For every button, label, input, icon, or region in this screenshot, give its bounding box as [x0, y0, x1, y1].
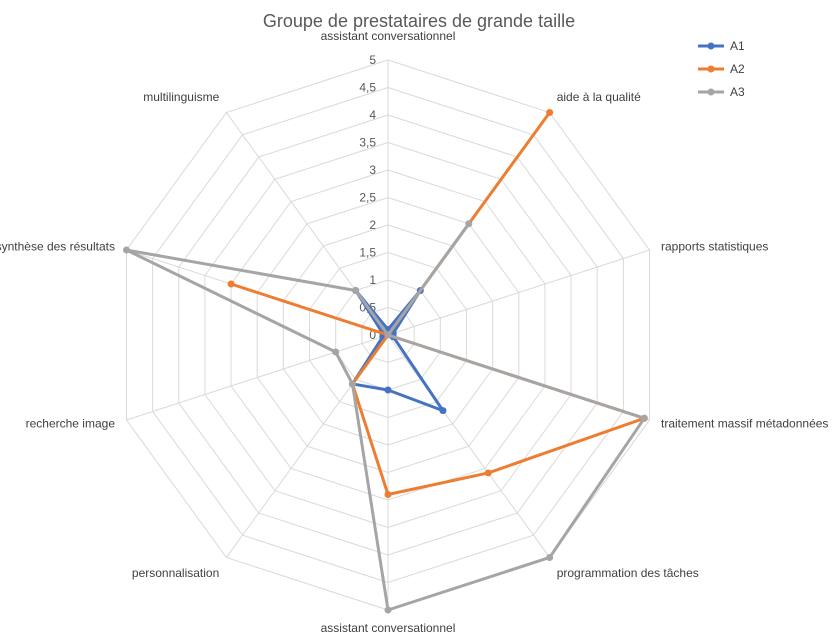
data-point-a3	[332, 348, 340, 356]
tick-label: 3	[369, 163, 376, 177]
axis-labels: assistant conversationnel aide à la quali…	[0, 29, 828, 635]
grid-spoke	[387, 249, 650, 336]
legend-label: A1	[730, 39, 745, 53]
data-point-a1	[439, 407, 447, 415]
tick-label: 4	[369, 108, 376, 122]
data-point-a3	[465, 220, 473, 228]
legend-marker	[707, 88, 715, 96]
axis-label: personnalisation	[132, 566, 219, 580]
series-layer	[122, 109, 648, 614]
data-point-a1	[384, 386, 392, 394]
data-point-a2	[227, 280, 235, 288]
axis-label: recherche image	[26, 417, 116, 431]
tick-label: 1	[369, 273, 376, 287]
grid-spoke	[126, 334, 389, 421]
axis-label: rapports statistiques	[661, 239, 768, 253]
data-point-a3	[348, 380, 356, 388]
data-point-a3	[640, 414, 648, 422]
grid-spoke	[387, 334, 551, 558]
chart-title: Groupe de prestataires de grande taille	[263, 11, 575, 31]
axis-label: assistant conversationnel	[321, 29, 456, 43]
data-point-a2	[546, 109, 554, 117]
axis-label: traitement massif métadonnées	[661, 417, 828, 431]
data-point-a3	[384, 606, 392, 614]
tick-label: 5	[369, 53, 376, 67]
tick-label: 4,5	[359, 81, 376, 95]
data-point-a3	[384, 331, 392, 339]
legend: A1 A2 A3	[698, 39, 745, 99]
axis-label: synthèse des résultats	[0, 239, 115, 253]
axis-label: aide à la qualité	[557, 90, 641, 104]
tick-label: 2	[369, 218, 376, 232]
series-line-a2	[229, 111, 646, 496]
data-point-a2	[384, 491, 392, 498]
tick-label: 1,5	[359, 246, 376, 260]
data-point-a3	[122, 246, 130, 254]
data-point-a3	[352, 287, 360, 294]
axis-label: assistant conversationnel	[321, 621, 456, 635]
data-point-a2	[484, 469, 492, 477]
series-line-a1	[350, 289, 445, 413]
legend-label: A2	[730, 62, 745, 76]
tick-label: 3,5	[359, 136, 376, 150]
data-point-a3	[546, 553, 554, 561]
axis-label: multilinguisme	[143, 90, 219, 104]
legend-marker	[707, 65, 715, 73]
axis-label: programmation des tâches	[557, 566, 699, 580]
tick-label: 0	[369, 328, 376, 342]
tick-label: 2,5	[359, 191, 376, 205]
legend-label: A3	[730, 85, 745, 99]
legend-marker	[707, 42, 715, 50]
